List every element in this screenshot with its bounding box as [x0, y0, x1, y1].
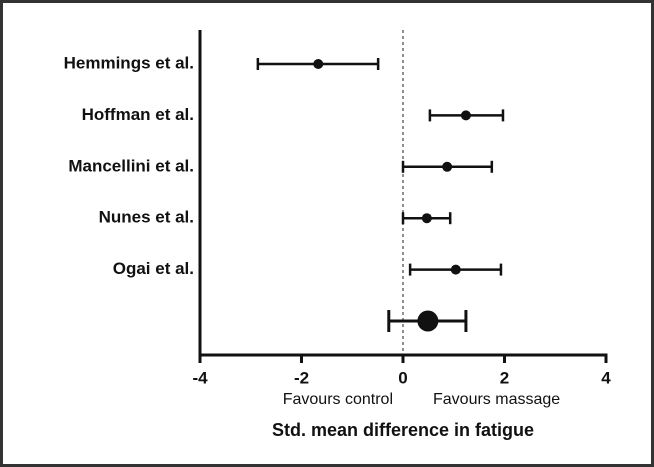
point	[460, 110, 471, 121]
x-tick-label: 4	[601, 368, 611, 387]
point	[421, 213, 432, 224]
y-tick-label: Hoffman et al.	[82, 105, 194, 124]
y-tick-label: Hemmings et al.	[64, 53, 194, 72]
x-tick-label: -4	[192, 368, 208, 387]
pooled-point	[417, 310, 439, 332]
point	[313, 59, 324, 69]
x-tick-label: 2	[500, 368, 509, 387]
point	[442, 161, 453, 172]
y-tick-label: Ogai et al.	[113, 259, 194, 278]
x-tick-label: -2	[294, 368, 309, 387]
y-tick-label: Mancellini et al.	[68, 156, 194, 175]
y-tick-label: Nunes et al.	[99, 208, 194, 227]
x-tick-label: 0	[398, 368, 407, 387]
x-axis-label: Std. mean difference in fatigue	[272, 420, 534, 440]
annotation: Favours massage	[433, 391, 560, 408]
point	[450, 264, 461, 275]
annotation: Favours control	[283, 391, 393, 408]
